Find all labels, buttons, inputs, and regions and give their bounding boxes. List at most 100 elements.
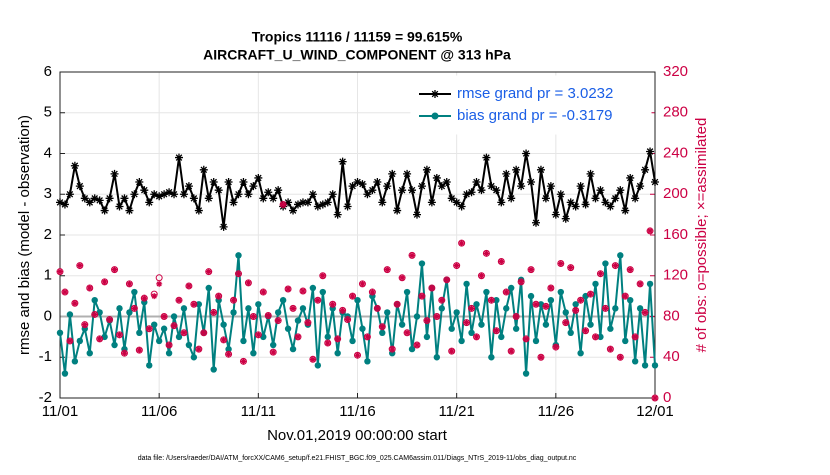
assimilated-marker: [483, 250, 490, 257]
rmse-marker: [631, 194, 640, 203]
assimilated-marker: [587, 291, 594, 298]
rmse-marker: [125, 206, 134, 215]
assimilated-marker: [443, 276, 450, 283]
y2-tick-label: 320: [663, 63, 688, 80]
y2-tick-label: 120: [663, 267, 688, 284]
bias-marker: [131, 288, 138, 296]
rmse-marker: [472, 178, 481, 187]
assimilated-marker: [57, 268, 63, 275]
assimilated-marker: [612, 262, 619, 269]
rmse-marker: [90, 194, 99, 203]
assimilated-marker: [513, 313, 520, 320]
bias-marker: [190, 354, 198, 361]
bias-marker: [433, 354, 441, 361]
bias-marker: [413, 313, 421, 320]
rmse-marker: [75, 182, 84, 191]
assimilated-marker: [637, 280, 644, 287]
rmse-marker: [284, 198, 293, 207]
bias-marker: [76, 337, 84, 345]
bias-marker: [205, 284, 212, 292]
rmse-marker: [249, 182, 258, 191]
assimilated-marker: [409, 252, 416, 259]
rmse-marker: [65, 190, 74, 199]
assimilated-marker: [607, 346, 614, 353]
bias-marker: [220, 321, 227, 328]
assimilated-marker: [116, 331, 123, 338]
bias-marker: [651, 362, 659, 369]
rmse-marker: [586, 169, 595, 178]
x-tick-label: 11/06: [141, 403, 177, 420]
bias-marker: [235, 252, 242, 259]
bias-marker: [641, 362, 649, 369]
assimilated-marker: [627, 266, 634, 273]
bias-marker: [607, 325, 614, 332]
rmse-marker: [611, 194, 620, 203]
rmse-marker: [358, 180, 367, 189]
bias-marker: [522, 370, 530, 377]
rmse-marker: [437, 182, 446, 191]
y-tick-label: 0: [44, 307, 52, 324]
rmse-marker: [259, 194, 268, 203]
bias-marker: [225, 345, 232, 353]
bias-marker: [562, 309, 569, 316]
rmse-marker: [269, 194, 278, 203]
rmse-marker: [447, 194, 456, 203]
legend: rmse grand pr = 3.0232 bias grand pr = -0…: [410, 75, 652, 135]
assimilated-marker: [503, 289, 510, 296]
bias-marker: [587, 321, 594, 328]
bias-marker: [324, 333, 331, 341]
rmse-marker: [145, 198, 154, 207]
rmse-marker: [155, 192, 164, 201]
bias-marker: [240, 337, 247, 345]
assimilated-marker: [131, 305, 138, 312]
bias-marker: [250, 349, 257, 357]
legend-marker: [431, 90, 439, 98]
assimilated-marker: [433, 313, 440, 320]
assimilated-marker: [304, 319, 311, 326]
y2-tick-label: 40: [663, 348, 680, 365]
rmse-marker: [70, 161, 79, 170]
assimilated-marker: [359, 280, 366, 287]
assimilated-marker: [394, 301, 401, 308]
bias-marker: [195, 301, 203, 308]
assimilated-marker: [389, 346, 396, 353]
assimilated-marker: [250, 313, 257, 320]
rmse-marker: [383, 182, 392, 191]
assimilated-marker: [280, 201, 287, 208]
rmse-marker: [462, 190, 471, 199]
bias-marker: [126, 309, 133, 316]
x-tick-label: 11/16: [339, 403, 375, 420]
bias-marker: [423, 333, 431, 341]
rmse-marker: [556, 190, 565, 199]
bias-marker: [398, 321, 406, 328]
bias-marker: [498, 333, 505, 341]
rmse-marker: [100, 206, 109, 215]
assimilated-marker: [523, 335, 530, 342]
rmse-marker: [175, 153, 183, 162]
bias-marker: [636, 305, 644, 312]
assimilated-marker: [414, 342, 420, 349]
bias-marker: [408, 345, 416, 353]
assimilated-marker: [141, 295, 148, 302]
rmse-marker: [541, 194, 550, 203]
bias-marker: [438, 305, 445, 312]
bias-marker: [319, 288, 326, 296]
bias-marker: [602, 260, 609, 267]
rmse-marker: [517, 182, 526, 191]
bias-marker: [284, 325, 292, 332]
rmse-marker: [442, 178, 451, 187]
bias-marker: [379, 329, 386, 336]
bias-marker: [270, 341, 277, 349]
bias-marker: [349, 337, 356, 345]
series-star: [56, 147, 659, 231]
rmse-marker: [323, 198, 332, 207]
assimilated-marker: [364, 333, 371, 340]
bias-marker: [274, 309, 282, 316]
bias-marker: [527, 292, 535, 300]
assimilated-marker: [91, 311, 98, 318]
bias-marker: [160, 325, 168, 332]
bias-marker: [314, 362, 322, 369]
y-tick-label: -2: [39, 389, 52, 406]
assimilated-marker: [245, 279, 252, 286]
rmse-marker: [527, 178, 536, 187]
